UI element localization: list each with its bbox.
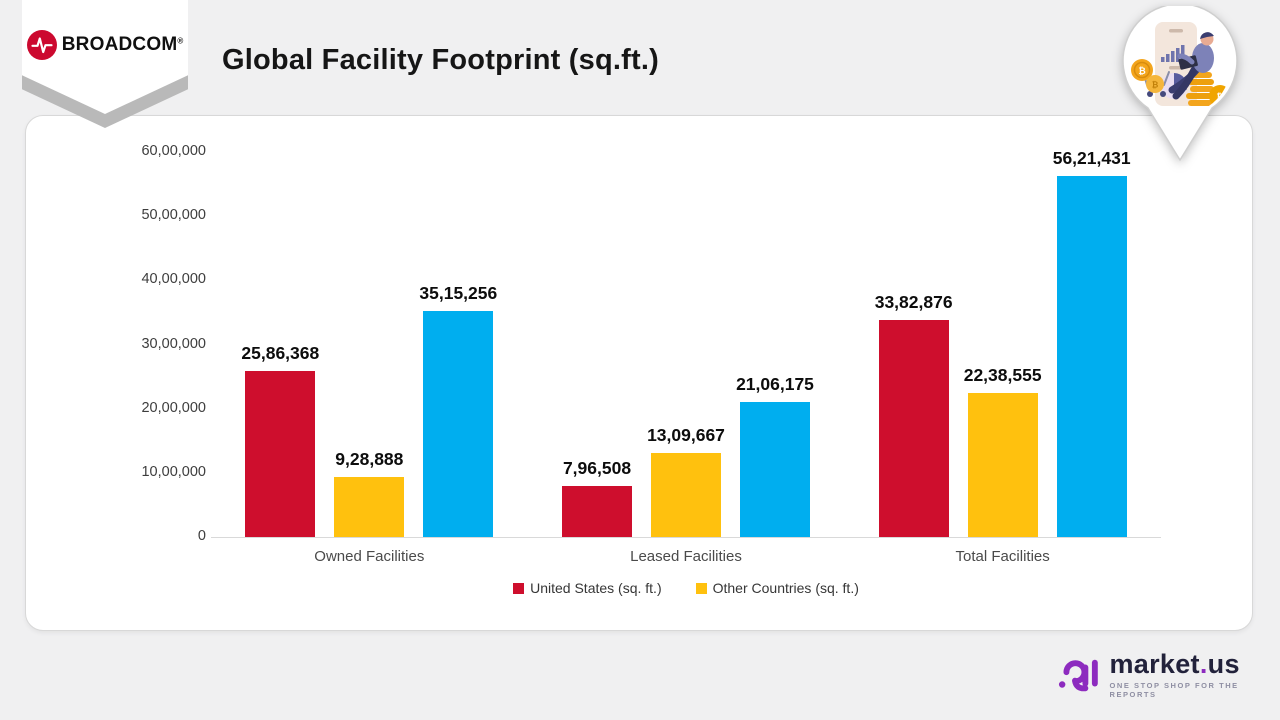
bar-value-label: 33,82,876 [874, 291, 953, 312]
svg-text:₿: ₿ [1138, 66, 1145, 77]
bar-value-label: 56,21,431 [1052, 148, 1131, 169]
bar-total-1 [423, 311, 494, 537]
bar-other-1 [334, 477, 405, 537]
finance-illustration-pin: ₿ ₿ ₿ [1122, 3, 1244, 166]
y-tick-label: 30,00,000 [141, 335, 206, 352]
bar-us-2 [562, 485, 632, 537]
bar-value-label: 21,06,175 [736, 373, 814, 394]
marketus-tagline: ONE STOP SHOP FOR THE REPORTS [1109, 681, 1239, 699]
bar-total-3 [1056, 176, 1127, 537]
y-tick-label: 60,00,000 [141, 143, 206, 159]
bar-value-label: 35,15,256 [419, 283, 498, 304]
category-label: Total Facilities [955, 548, 1050, 565]
bar-value-label: 9,28,888 [335, 449, 404, 470]
y-tick-label: 10,00,000 [141, 463, 206, 480]
marketus-logomark [1058, 659, 1098, 691]
bar-other-2 [651, 452, 721, 537]
category-label: Leased Facilities [630, 548, 742, 565]
finance-illustration: ₿ ₿ ₿ [1122, 3, 1238, 162]
legend-label: Other Countries (sq. ft.) [712, 580, 859, 596]
broadcom-ribbon-badge: BROADCOM® [20, 0, 190, 140]
chart-legend: United States (sq. ft.) Other Countries (… [211, 580, 1161, 596]
legend-item: United States (sq. ft.) [513, 580, 662, 596]
category-label: Owned Facilities [314, 548, 425, 565]
bar-value-label: 13,09,667 [647, 424, 725, 445]
marketus-brand-text: market.us [1109, 649, 1240, 679]
marketus-logo: market.us ONE STOP SHOP FOR THE REPORTS [1056, 650, 1280, 699]
y-tick-label: 50,00,000 [141, 207, 206, 224]
legend-item: Other Countries (sq. ft.) [695, 580, 859, 596]
svg-text:₿: ₿ [1152, 81, 1159, 90]
bar-value-label: 7,96,508 [562, 457, 632, 478]
x-axis-baseline [211, 537, 1161, 538]
page-title: Global Facility Footprint (sq.ft.) [222, 44, 659, 76]
bar-other-3 [967, 393, 1038, 537]
broadcom-pulse-icon [26, 30, 57, 60]
registered-mark: ® [177, 36, 184, 46]
bar-chart: 60,00,000 50,00,000 40,00,000 30,00,000 20,0… [26, 116, 1252, 630]
legend-swatch [695, 582, 707, 594]
bar-total-2 [740, 401, 810, 537]
chart-card: 60,00,000 50,00,000 40,00,000 30,00,000 20,0… [25, 115, 1253, 631]
legend-swatch [513, 582, 525, 594]
y-tick-label: 40,00,000 [141, 271, 206, 288]
bar-value-label: 22,38,555 [963, 365, 1042, 386]
legend-label: United States (sq. ft.) [530, 580, 662, 596]
bar-us-3 [878, 319, 949, 537]
broadcom-wordmark: BROADCOM® [61, 34, 184, 55]
y-tick-label: 20,00,000 [141, 399, 206, 416]
y-tick-label: 0 [197, 528, 206, 544]
bar-value-label: 25,86,368 [241, 343, 320, 364]
bar-us-1 [245, 371, 316, 537]
